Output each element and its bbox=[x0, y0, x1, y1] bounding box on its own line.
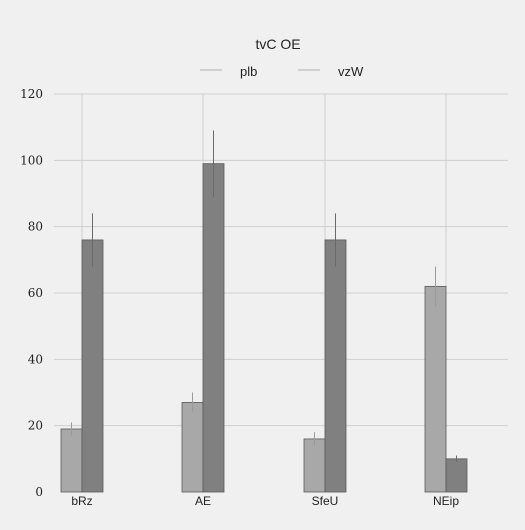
bar-plb-AE bbox=[181, 402, 204, 493]
x-axis-ticks: bRz AE SfeU NEip bbox=[71, 494, 459, 508]
x-tick-label: NEip bbox=[433, 494, 459, 508]
y-tick-label: 120 bbox=[20, 87, 43, 101]
x-tick-label: SfeU bbox=[312, 494, 339, 508]
bar-vzW-bRz bbox=[81, 239, 104, 493]
legend: plb vzW bbox=[200, 64, 364, 79]
y-tick-label: 20 bbox=[28, 419, 43, 433]
bar-vzW-NEip bbox=[445, 458, 468, 493]
x-tick-label: bRz bbox=[71, 494, 92, 508]
y-tick-label: 60 bbox=[28, 286, 43, 300]
bar-plb-bRz bbox=[60, 428, 83, 493]
x-tick-label: AE bbox=[195, 494, 211, 508]
bar-plb-NEip bbox=[424, 285, 447, 493]
y-axis-ticks: 0 20 40 60 80 100 120 bbox=[20, 87, 43, 499]
legend-label-plb: plb bbox=[240, 64, 257, 79]
bar-vzW-AE bbox=[202, 163, 225, 493]
error-bars bbox=[71, 130, 457, 463]
legend-label-vzW: vzW bbox=[338, 64, 364, 79]
bar-vzW-SfeU bbox=[324, 239, 347, 493]
y-tick-label: 0 bbox=[35, 485, 43, 499]
y-tick-label: 40 bbox=[28, 352, 43, 366]
bar-plb-SfeU bbox=[303, 438, 326, 493]
y-tick-label: 80 bbox=[28, 220, 43, 234]
chart-title: tvC OE bbox=[255, 36, 300, 52]
y-tick-label: 100 bbox=[20, 153, 43, 167]
